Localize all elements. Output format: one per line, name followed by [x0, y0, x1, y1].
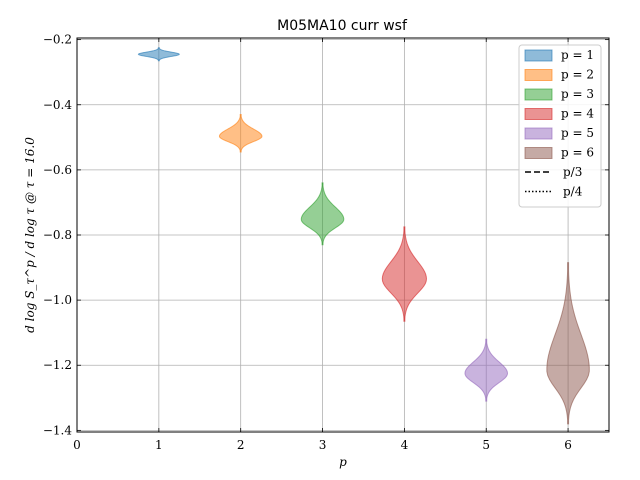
violin-p6 — [546, 262, 590, 425]
legend-swatch-p1 — [524, 49, 553, 62]
legend-swatch-p6 — [524, 147, 553, 159]
y-tick-label-0: −1.4 — [43, 423, 73, 437]
legend-label-dashed: p/3 — [563, 165, 582, 179]
x-tick-label-5: 5 — [482, 438, 490, 452]
y-axis: −1.4 −1.2 −1.0 −0.8 −0.6 −0.4 −0.2 — [43, 33, 609, 437]
x-tick-label-4: 4 — [401, 438, 409, 452]
violins — [137, 47, 590, 425]
violin-p5 — [464, 338, 509, 402]
legend: p = 1 p = 2 p = 3 p = 4 p = 5 p = 6 p/3 p/4 — [518, 44, 602, 208]
x-tick-label-2: 2 — [237, 438, 245, 452]
legend-label-p1: p = 1 — [561, 48, 594, 62]
violin-p4 — [381, 226, 427, 322]
legend-label-p6: p = 6 — [561, 146, 594, 160]
y-tick-label-3: −0.8 — [43, 228, 72, 242]
legend-label-dotted: p/4 — [563, 185, 583, 199]
x-axis-label: p — [339, 455, 347, 469]
x-tick-label-3: 3 — [319, 438, 327, 452]
y-tick-label-6: −0.2 — [43, 33, 72, 47]
legend-box — [518, 44, 602, 208]
x-axis: 0 1 2 3 4 5 6 — [73, 38, 572, 452]
legend-label-p2: p = 2 — [561, 68, 594, 82]
legend-label-p3: p = 3 — [561, 87, 594, 101]
violin-p1 — [137, 47, 180, 62]
x-tick-label-1: 1 — [155, 438, 163, 452]
y-axis-label: d log S_τ^p / d log τ @ τ = 16.0 — [23, 137, 37, 333]
legend-label-p4: p = 4 — [561, 107, 594, 121]
x-tick-label-6: 6 — [564, 438, 572, 452]
chart-title: M05MA10 curr wsf — [277, 18, 408, 34]
y-tick-label-1: −1.2 — [43, 358, 72, 372]
violin-p2 — [218, 114, 263, 153]
violin-p3 — [300, 182, 345, 246]
legend-swatch-p3 — [524, 88, 553, 101]
x-tick-label-0: 0 — [73, 438, 81, 452]
y-tick-label-5: −0.4 — [43, 98, 73, 112]
legend-swatch-p5 — [524, 127, 553, 140]
legend-label-p5: p = 5 — [561, 126, 594, 140]
y-tick-label-4: −0.6 — [43, 163, 72, 177]
legend-swatch-p2 — [524, 69, 553, 81]
y-tick-label-2: −1.0 — [43, 293, 72, 307]
legend-swatch-p4 — [524, 108, 553, 120]
